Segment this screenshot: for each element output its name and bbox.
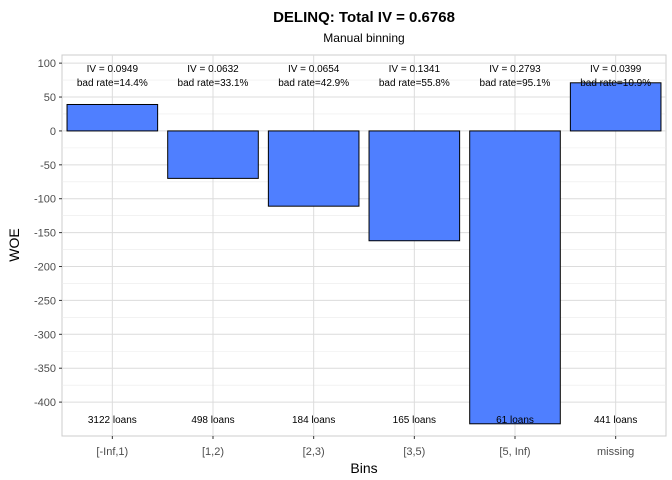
y-axis-label: WOE <box>6 228 22 261</box>
y-tick-label: -50 <box>40 160 56 172</box>
bad-rate-label: bad rate=55.8% <box>379 78 450 89</box>
loan-count-label: 441 loans <box>594 415 637 426</box>
y-tick-label: -350 <box>34 363 56 375</box>
bar-1 <box>167 130 259 179</box>
bar-0 <box>66 103 159 132</box>
iv-label: IV = 0.0949 <box>87 64 139 75</box>
loan-count-label: 3122 loans <box>88 415 137 426</box>
bar-3 <box>368 130 461 242</box>
loan-count-label: 498 loans <box>191 415 234 426</box>
loan-count-label: 184 loans <box>292 415 335 426</box>
bars <box>66 82 662 425</box>
bar-2 <box>267 130 360 207</box>
loan-count-label: 165 loans <box>393 415 436 426</box>
bad-rate-label: bad rate=95.1% <box>480 78 551 89</box>
bar-5 <box>569 82 662 132</box>
iv-label: IV = 0.0654 <box>288 64 340 75</box>
x-axis-label: Bins <box>350 460 377 476</box>
chart-subtitle: Manual binning <box>323 31 404 45</box>
x-tick-label: [-Inf,1) <box>96 446 128 458</box>
iv-label: IV = 0.0399 <box>590 64 642 75</box>
chart-title: DELINQ: Total IV = 0.6768 <box>273 9 455 26</box>
x-tick-label: [5, Inf) <box>499 446 530 458</box>
y-tick-labels: 100 50 0 -50 -100 -150 -200 -250 -300 -350 -400 <box>34 58 62 409</box>
y-tick-label: -200 <box>34 262 56 274</box>
x-tick-label: [1,2) <box>202 446 224 458</box>
y-tick-label: -400 <box>34 397 56 409</box>
bad-rate-label: bad rate=33.1% <box>178 78 249 89</box>
plot-panel <box>61 54 667 437</box>
y-tick-label: -150 <box>34 228 56 240</box>
y-tick-label: 100 <box>38 58 56 70</box>
y-tick-label: 0 <box>50 126 56 138</box>
y-tick-label: 50 <box>44 92 56 104</box>
y-tick-label: -300 <box>34 329 56 341</box>
bad-rate-label: bad rate=10.9% <box>580 78 651 89</box>
y-tick-label: -100 <box>34 194 56 206</box>
bad-rate-label: bad rate=14.4% <box>77 78 148 89</box>
bar-4 <box>469 130 561 425</box>
x-tick-label: [2,3) <box>303 446 325 458</box>
loan-count-label: 61 loans <box>496 415 534 426</box>
iv-label: IV = 0.1341 <box>389 64 441 75</box>
x-tick-label: missing <box>597 446 634 458</box>
iv-label: IV = 0.0632 <box>187 64 239 75</box>
iv-label: IV = 0.2793 <box>489 64 541 75</box>
y-tick-label: -250 <box>34 295 56 307</box>
gridlines <box>62 55 666 436</box>
x-tick-label: [3,5) <box>403 446 425 458</box>
bad-rate-label: bad rate=42.9% <box>278 78 349 89</box>
bar-annotations: IV = 0.0949 bad rate=14.4% 3122 loans IV = … <box>77 64 651 426</box>
x-tick-labels: [-Inf,1) [1,2) [2,3) [3,5) [5, Inf) missing <box>96 436 634 458</box>
